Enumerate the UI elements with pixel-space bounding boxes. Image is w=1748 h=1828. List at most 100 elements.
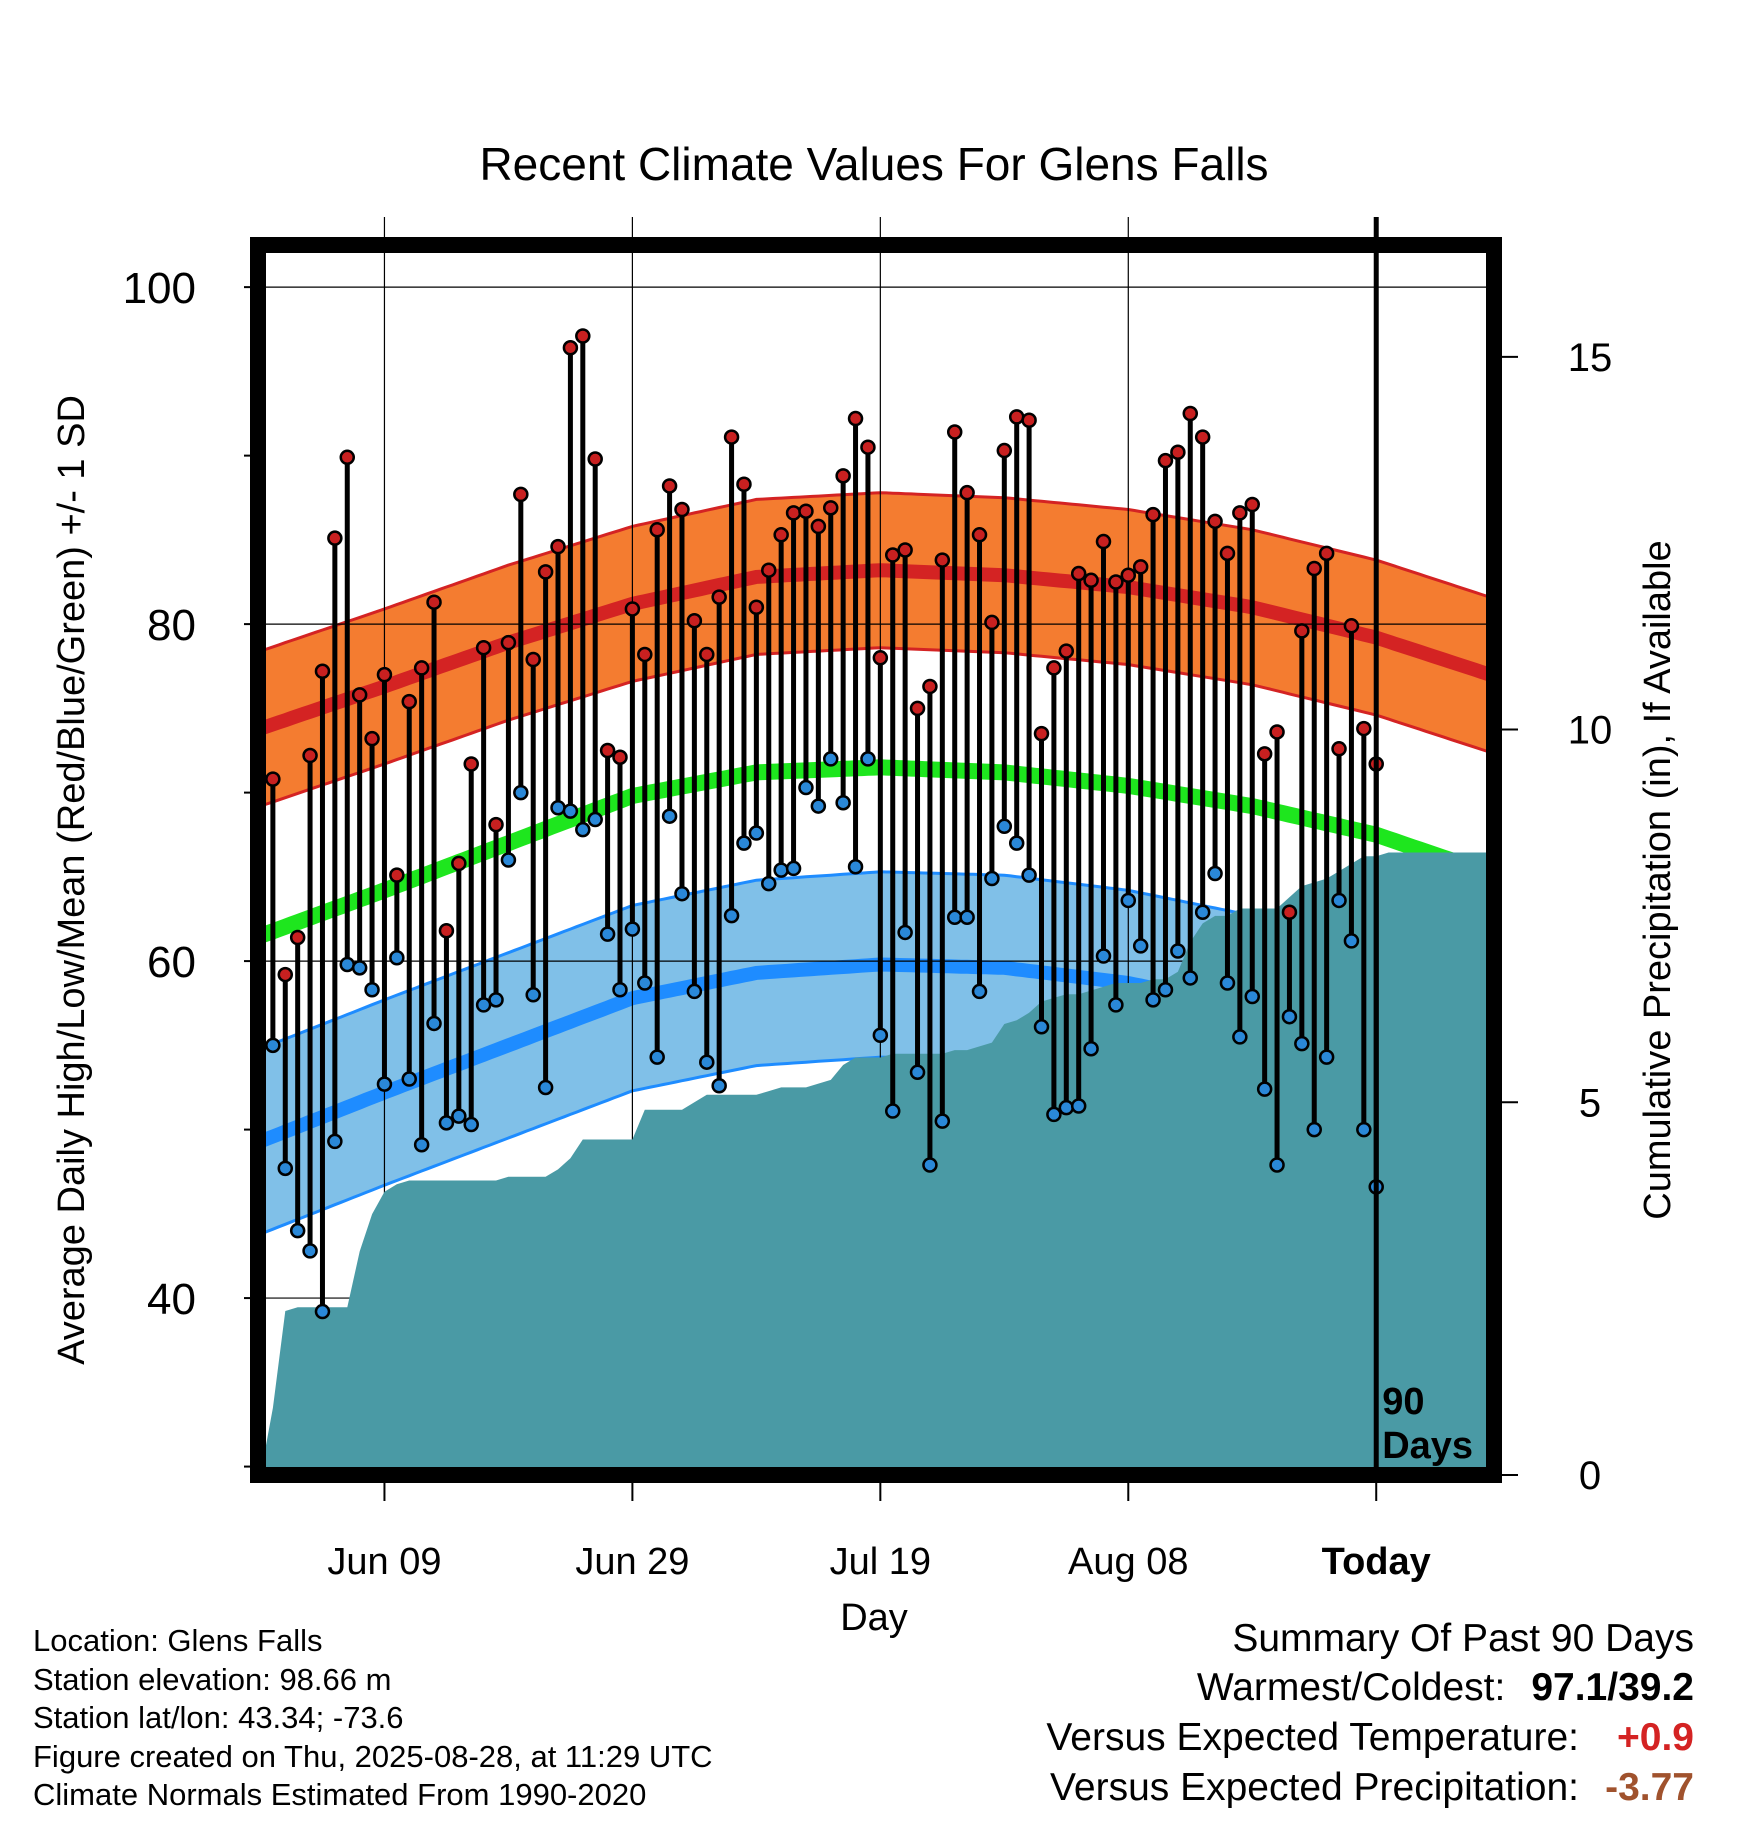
daily-high-point [314, 663, 331, 680]
daily-high-point [339, 449, 356, 466]
daily-high-point [1108, 574, 1124, 590]
daily-low-point [1318, 1049, 1335, 1065]
x-tick-label: Jul 19 [830, 1541, 931, 1583]
daily-low-point [587, 811, 603, 828]
summary-row-precip: Versus Expected Precipitation: -3.77 [1046, 1763, 1694, 1813]
daily-high-point [736, 476, 752, 493]
daily-low-point [748, 825, 765, 841]
daily-low-point [302, 1243, 318, 1259]
daily-high-point [748, 599, 765, 616]
daily-low-point [847, 858, 864, 875]
daily-low-point [1194, 904, 1211, 920]
daily-high-point [1182, 405, 1199, 422]
x-tick-label: Aug 08 [1068, 1541, 1188, 1583]
daily-high-point [401, 693, 417, 710]
daily-low-point [401, 1071, 417, 1087]
daily-low-point [513, 784, 529, 801]
daily-high-point [761, 562, 777, 578]
y-tick-label: 100 [123, 264, 196, 313]
days-marker-label-1: 90 [1382, 1381, 1424, 1423]
daily-low-point [351, 960, 368, 976]
daily-low-point [798, 779, 814, 796]
daily-high-point [1306, 560, 1322, 577]
daily-low-point [537, 1079, 554, 1096]
daily-low-point [1033, 1019, 1050, 1035]
daily-low-point [575, 821, 591, 838]
daily-high-point [451, 855, 467, 872]
x-tick-label: Jun 29 [575, 1541, 689, 1583]
daily-high-point [699, 646, 715, 663]
y-axis-label: Average Daily High/Low/Mean (Red/Blue/Gr… [51, 395, 93, 1365]
daily-low-point [1008, 835, 1025, 851]
daily-high-point [376, 666, 393, 683]
daily-low-point [277, 1160, 294, 1177]
daily-high-point [1194, 429, 1211, 445]
x-axis: Jun 09 Jun 29 Jul 19 Aug 08 Today [327, 1475, 1431, 1583]
daily-low-point [389, 949, 405, 966]
daily-high-point [475, 639, 492, 656]
daily-low-point [1219, 975, 1236, 991]
daily-high-point [984, 614, 1000, 631]
daily-low-point [761, 875, 777, 892]
daily-low-point [525, 987, 541, 1003]
daily-low-point [661, 808, 678, 824]
daily-low-point [562, 803, 579, 819]
daily-low-point [1343, 933, 1360, 949]
daily-low-point [426, 1015, 442, 1032]
daily-high-point [389, 867, 405, 883]
daily-high-point [1170, 444, 1186, 460]
daily-high-point [426, 594, 442, 610]
daily-low-point [289, 1222, 306, 1239]
daily-low-point [1120, 892, 1137, 909]
days-marker-label-2: Days [1382, 1425, 1473, 1467]
daily-low-point [488, 992, 504, 1008]
daily-low-point [934, 1113, 951, 1129]
daily-low-point [823, 751, 839, 767]
daily-stems [270, 335, 1379, 1312]
info-created: Figure created on Thu, 2025-08-28, at 11… [33, 1738, 713, 1774]
daily-high-point [1331, 741, 1347, 757]
daily-high-point [860, 439, 876, 455]
daily-high-point [1294, 623, 1310, 639]
daily-high-point [823, 500, 839, 516]
daily-low-point [773, 862, 789, 878]
daily-low-point [711, 1078, 727, 1094]
daily-markers [265, 328, 1384, 1320]
daily-high-point [1269, 724, 1285, 740]
daily-high-point [537, 564, 554, 580]
daily-low-point [1157, 981, 1174, 998]
daily-high-point [810, 518, 827, 535]
daily-low-point [872, 1027, 889, 1043]
y2-tick-label: 10 [1568, 709, 1613, 753]
daily-low-point [897, 924, 913, 941]
daily-low-point [1145, 992, 1161, 1008]
daily-high-point [1244, 496, 1261, 513]
y-tick-label: 40 [147, 1275, 196, 1324]
daily-high-point [500, 634, 517, 651]
daily-low-point [971, 983, 988, 1000]
temp-value: +0.9 [1617, 1716, 1694, 1759]
daily-high-point [674, 501, 690, 518]
info-normals: Climate Normals Estimated From 1990-2020 [33, 1777, 647, 1812]
x-tick-label: Today [1322, 1541, 1431, 1583]
daily-high-point [686, 612, 703, 629]
daily-low-point [1070, 1098, 1087, 1114]
daily-high-point [773, 527, 789, 543]
daily-high-point [946, 424, 963, 440]
info-latlon: Station lat/lon: 43.34; -73.6 [33, 1700, 404, 1735]
daily-low-point [1021, 867, 1037, 883]
daily-high-point [649, 522, 665, 538]
warmest-value: 97.1/39.2 [1531, 1666, 1694, 1709]
daily-high-point [835, 468, 851, 484]
y2-tick-label: 15 [1568, 336, 1613, 380]
daily-high-point [550, 538, 566, 555]
daily-high-point [1132, 559, 1149, 575]
daily-low-point [550, 800, 566, 816]
daily-low-point [723, 907, 740, 924]
daily-low-point [1046, 1106, 1062, 1123]
daily-high-point [289, 929, 306, 946]
daily-low-point [1356, 1121, 1372, 1138]
daily-high-point [438, 923, 455, 939]
summary-row-warmest: Warmest/Coldest: 97.1/39.2 [1046, 1663, 1694, 1713]
daily-high-point [364, 730, 380, 747]
